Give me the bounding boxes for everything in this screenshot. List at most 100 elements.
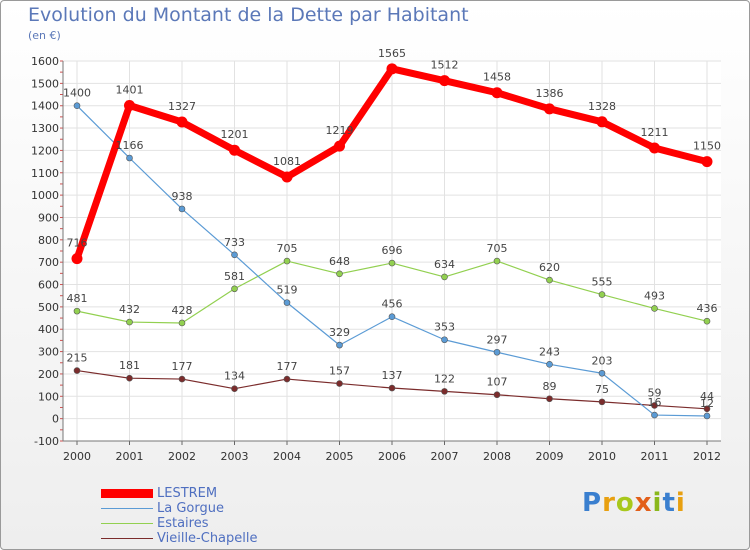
data-label: 1166 xyxy=(116,139,144,152)
logo-letter: t xyxy=(662,488,676,518)
data-point xyxy=(493,257,501,265)
y-tick-label: 1100 xyxy=(31,167,59,180)
data-point xyxy=(336,380,343,387)
x-tick-label: 2011 xyxy=(641,450,669,463)
y-tick-label: 200 xyxy=(38,368,59,381)
data-label: 215 xyxy=(67,352,88,365)
data-point xyxy=(336,270,343,278)
legend-label: LESTREM xyxy=(157,486,218,501)
data-label: 177 xyxy=(277,360,298,373)
data-point xyxy=(546,361,553,368)
proxiti-logo: Proxiti xyxy=(582,488,686,518)
data-label: 243 xyxy=(539,345,560,358)
x-tick-label: 2001 xyxy=(116,450,144,463)
data-label: 705 xyxy=(487,242,508,255)
y-tick-label: 300 xyxy=(38,346,59,359)
y-tick-label: 1300 xyxy=(31,122,59,135)
data-point xyxy=(178,375,186,383)
data-label: 1150 xyxy=(693,140,721,153)
x-tick-label: 2012 xyxy=(693,450,721,463)
y-tick-label: 100 xyxy=(38,390,59,403)
data-point xyxy=(386,63,398,75)
data-point xyxy=(703,405,711,413)
data-point xyxy=(441,336,448,344)
x-tick-label: 2009 xyxy=(536,450,564,463)
data-point xyxy=(126,318,133,326)
data-label: 581 xyxy=(224,270,245,283)
legend-label: Estaires xyxy=(157,516,209,531)
data-label: 134 xyxy=(224,370,245,383)
chart-subtitle: (en €) xyxy=(28,29,61,42)
y-tick-label: -100 xyxy=(34,435,59,448)
data-point xyxy=(388,259,396,267)
data-label: 203 xyxy=(592,354,613,367)
y-tick-label: 1000 xyxy=(31,189,59,202)
data-point xyxy=(176,116,188,128)
legend-swatch xyxy=(101,538,153,539)
data-point xyxy=(231,285,238,293)
chart-title: Evolution du Montant de la Dette par Hab… xyxy=(28,4,469,26)
data-point xyxy=(126,154,133,162)
data-point xyxy=(126,374,133,382)
data-point xyxy=(388,384,396,392)
x-tick-label: 2008 xyxy=(483,450,511,463)
data-label: 555 xyxy=(592,276,613,289)
data-point xyxy=(596,116,608,128)
data-label: 12 xyxy=(700,397,714,410)
data-label: 297 xyxy=(487,333,508,346)
legend-label: La Gorgue xyxy=(157,501,224,516)
data-label: 1400 xyxy=(63,87,91,100)
data-point xyxy=(598,398,606,406)
x-tick-label: 2006 xyxy=(378,450,406,463)
data-point xyxy=(651,305,658,312)
y-tick-label: 700 xyxy=(38,256,59,269)
data-label: 432 xyxy=(119,303,140,316)
data-label: 1565 xyxy=(378,47,406,60)
data-point xyxy=(71,253,83,265)
data-point xyxy=(493,348,501,356)
legend-swatch xyxy=(101,523,153,524)
data-label: 733 xyxy=(224,236,245,249)
y-tick-label: 500 xyxy=(38,301,59,314)
data-point xyxy=(231,251,238,259)
data-label: 716 xyxy=(67,237,88,250)
data-label: 44 xyxy=(700,390,714,403)
data-label: 705 xyxy=(277,242,298,255)
y-tick-label: 1500 xyxy=(31,77,59,90)
x-tick-label: 2003 xyxy=(221,450,249,463)
data-point xyxy=(441,273,448,281)
data-label: 1328 xyxy=(588,100,616,113)
data-label: 1201 xyxy=(221,128,249,141)
data-label: 137 xyxy=(382,369,403,382)
data-label: 696 xyxy=(382,244,403,257)
data-label: 620 xyxy=(539,261,560,274)
data-point xyxy=(124,99,135,111)
data-point xyxy=(281,171,293,183)
y-tick-label: 0 xyxy=(52,413,59,426)
data-label: 89 xyxy=(543,380,557,393)
logo-letter: x xyxy=(634,488,653,518)
logo-letter: o xyxy=(615,488,635,518)
data-label: 938 xyxy=(172,190,193,203)
legend-swatch xyxy=(101,489,153,498)
data-label: 157 xyxy=(329,365,350,378)
data-label: 648 xyxy=(329,255,350,268)
data-label: 428 xyxy=(172,304,193,317)
data-label: 1386 xyxy=(536,87,564,100)
data-point xyxy=(283,299,291,306)
y-tick-label: 600 xyxy=(38,279,59,292)
data-point xyxy=(441,388,448,395)
data-point xyxy=(336,341,343,349)
data-point xyxy=(439,75,450,87)
data-label: 1401 xyxy=(116,83,144,96)
x-tick-label: 2007 xyxy=(431,450,459,463)
x-tick-label: 2004 xyxy=(273,450,301,463)
data-label: 456 xyxy=(382,298,403,311)
x-tick-label: 2005 xyxy=(326,450,354,463)
data-label: 519 xyxy=(277,284,298,297)
y-tick-label: 900 xyxy=(38,211,59,224)
data-label: 177 xyxy=(172,360,193,373)
data-point xyxy=(231,385,238,392)
x-tick-label: 2000 xyxy=(63,450,91,463)
